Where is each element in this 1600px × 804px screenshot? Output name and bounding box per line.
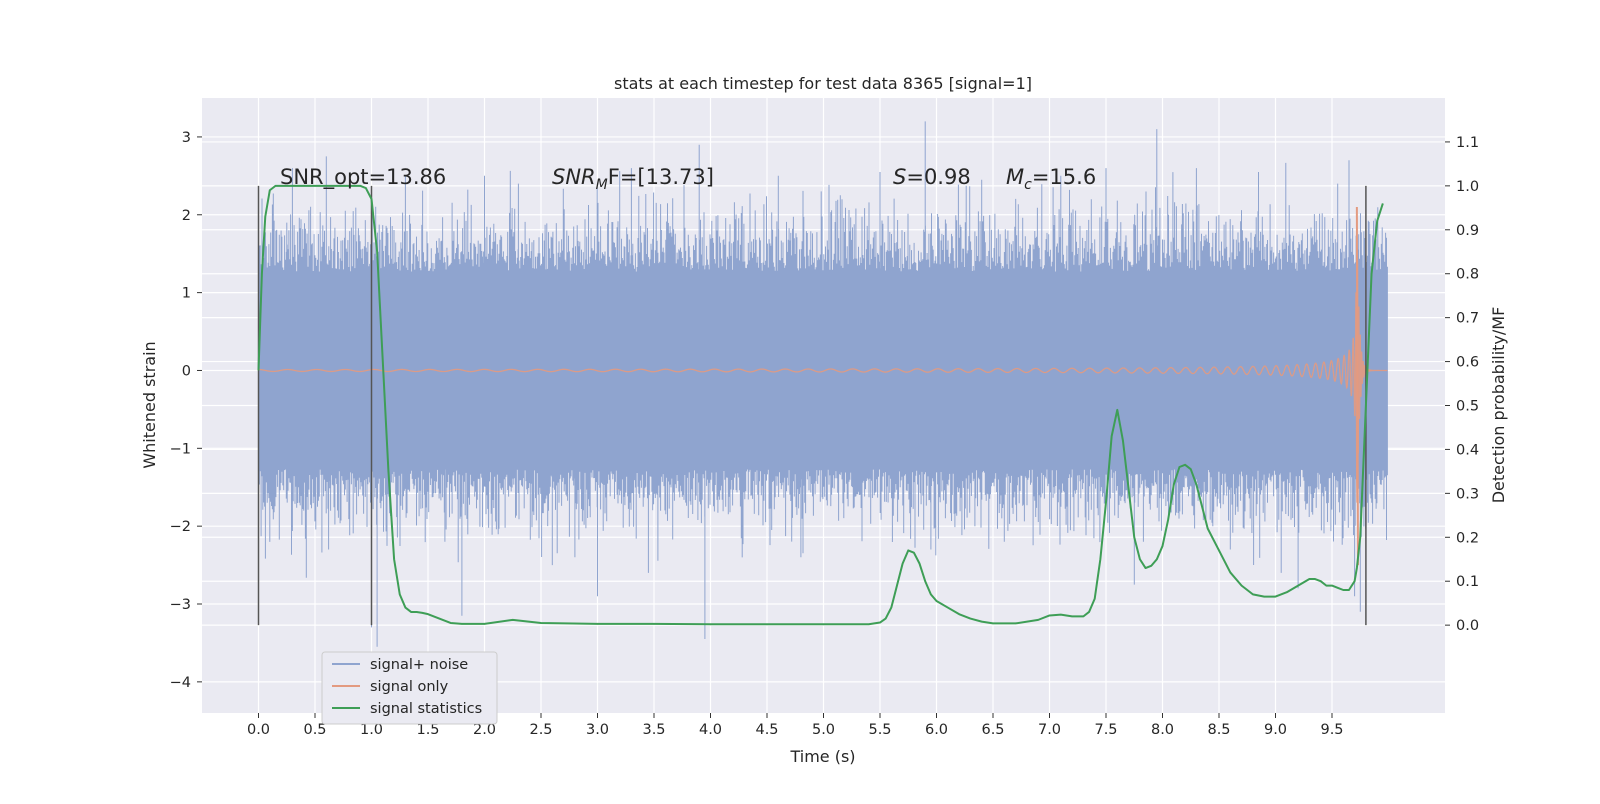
y-tick-label-right: 0.3: [1456, 486, 1479, 502]
x-tick-label: 6.5: [981, 722, 1004, 738]
legend-label-signal-statistics: signal statistics: [370, 701, 482, 717]
series-signal-only: [258, 206, 1388, 566]
y-tick-label-left: −1: [170, 441, 191, 457]
y-tick-label-right: 0.4: [1456, 442, 1479, 458]
x-tick-label: 1.0: [360, 722, 383, 738]
x-tick-label: 9.0: [1264, 722, 1287, 738]
x-tick-label: 7.0: [1038, 722, 1061, 738]
y-tick-label-left: −4: [170, 675, 191, 691]
legend: signal+ noise signal only signal statist…: [321, 651, 498, 725]
annotation-mc: Mc=15.6: [1006, 165, 1096, 193]
x-tick-label: 7.5: [1094, 722, 1117, 738]
axes: 0.0 0.5 1.0 1.5 2.0 2.5 3.0 3.5 4.0 4.5 5.0 5.5 6.0 6…: [170, 130, 1479, 738]
y-tick-label-left: 1: [182, 286, 191, 302]
y-tick-label-right: 0.6: [1456, 355, 1479, 371]
annotation-s: S=0.98: [893, 165, 971, 189]
y-tick-label-right: 0.9: [1456, 223, 1479, 239]
chart-title: stats at each timestep for test data 836…: [614, 74, 1032, 93]
annotation-snr-mf-sub: M: [596, 177, 608, 193]
annotation-snr-mf-var: SNR: [552, 165, 596, 189]
x-tick-label: 4.0: [699, 722, 722, 738]
x-tick-label: 5.5: [868, 722, 891, 738]
x-tick-label: 6.0: [925, 722, 948, 738]
x-tick-label: 3.5: [642, 722, 665, 738]
y-tick-label-right: 0.0: [1456, 618, 1479, 634]
y-tick-label-right: 0.8: [1456, 267, 1479, 283]
annotation-mc-sub: c: [1024, 177, 1032, 193]
legend-label-signal-only: signal only: [370, 679, 449, 695]
y-tick-label-left: 3: [182, 130, 191, 146]
x-tick-label: 9.5: [1320, 722, 1343, 738]
x-tick-label: 0.5: [303, 722, 326, 738]
annotation-s-var: S: [893, 165, 906, 189]
series-signal-noise: [258, 121, 1388, 647]
annotation-mc-var: M: [1006, 165, 1024, 189]
x-tick-label: 0.0: [247, 722, 270, 738]
y-tick-label-left: 2: [182, 208, 191, 224]
y-tick-label-left: −2: [170, 519, 191, 535]
x-tick-label: 2.5: [529, 722, 552, 738]
annotation-s-rest: =0.98: [906, 165, 970, 189]
x-tick-label: 4.5: [755, 722, 778, 738]
x-tick-label: 1.5: [416, 722, 439, 738]
x-tick-label: 5.0: [812, 722, 835, 738]
y-tick-label-right: 0.1: [1456, 574, 1479, 590]
annotation-mc-rest: =15.6: [1032, 165, 1096, 189]
y-tick-label-right: 0.5: [1456, 399, 1479, 415]
y-axis-label-left: Whitened strain: [140, 341, 159, 468]
x-tick-label: 2.0: [473, 722, 496, 738]
legend-label-signal-noise: signal+ noise: [370, 657, 468, 673]
legend-box: [321, 651, 498, 725]
y-tick-label-right: 0.2: [1456, 530, 1479, 546]
y-tick-label-left: −3: [170, 597, 191, 613]
signal-trace: [258, 256, 1388, 503]
y-axis-label-right: Detection probability/MF: [1489, 307, 1508, 504]
y-tick-label-right: 1.0: [1456, 179, 1479, 195]
annotation-snr-mf-rest: F=[13.73]: [608, 165, 714, 189]
stats-line: [257, 184, 1384, 626]
y-tick-label-left: 0: [182, 363, 191, 379]
annotation-snr-opt: SNR_opt=13.86: [280, 165, 446, 190]
x-tick-label: 8.5: [1207, 722, 1230, 738]
y-tick-label-right: 0.7: [1456, 311, 1479, 327]
series-signal-statistics: [257, 184, 1384, 626]
merger-spike: [1355, 206, 1359, 566]
y-tick-label-right: 1.1: [1456, 135, 1479, 151]
x-tick-label: 8.0: [1151, 722, 1174, 738]
x-axis-label: Time (s): [789, 747, 855, 766]
x-tick-label: 3.0: [586, 722, 609, 738]
annotation-snr-mf: SNRMF=[13.73]: [552, 165, 714, 193]
